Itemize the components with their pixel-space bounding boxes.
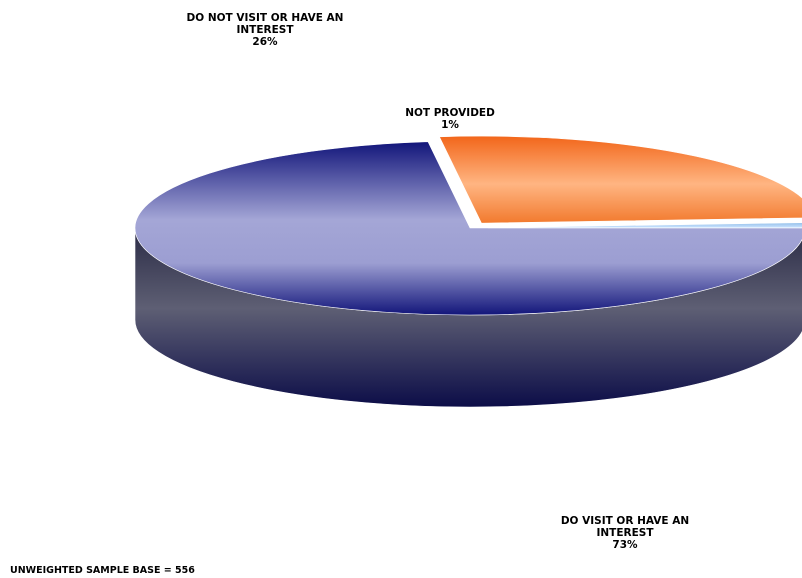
slice-label-not-visit: DO NOT VISIT OR HAVE AN INTEREST 26% — [180, 12, 350, 48]
slice-label-visit: DO VISIT OR HAVE AN INTEREST 73% — [545, 515, 705, 551]
pie-tops — [134, 135, 802, 316]
pie-slice-not-provided — [487, 222, 802, 229]
slice-label-not-provided-text: NOT PROVIDED — [405, 107, 495, 119]
pie-slice-not-visit — [439, 135, 802, 224]
slice-label-not-provided-pct: 1% — [441, 119, 459, 131]
pie-slice-visit — [134, 141, 802, 316]
slice-label-not-visit-pct: 26% — [252, 36, 278, 48]
slice-label-not-visit-text: DO NOT VISIT OR HAVE AN INTEREST — [186, 12, 344, 36]
sample-base-footnote: UNWEIGHTED SAMPLE BASE = 556 — [10, 565, 195, 576]
slice-label-visit-pct: 73% — [612, 539, 638, 551]
slice-label-visit-text: DO VISIT OR HAVE AN INTEREST — [560, 515, 690, 539]
slice-label-not-provided: NOT PROVIDED 1% — [390, 107, 510, 131]
